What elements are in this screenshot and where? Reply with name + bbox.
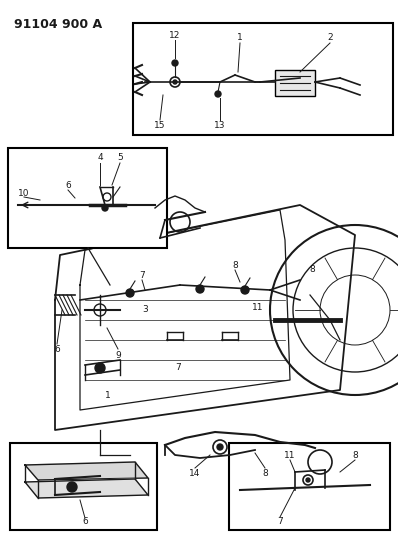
- Text: 7: 7: [139, 271, 145, 280]
- Circle shape: [215, 91, 221, 97]
- Circle shape: [95, 363, 105, 373]
- Text: 6: 6: [65, 182, 71, 190]
- Circle shape: [173, 80, 177, 84]
- Bar: [133, 23, 393, 135]
- Text: 7: 7: [277, 518, 283, 527]
- Circle shape: [196, 285, 204, 293]
- Bar: [275, 70, 315, 96]
- Text: 14: 14: [189, 469, 201, 478]
- Text: 1: 1: [237, 34, 243, 43]
- Text: 8: 8: [262, 469, 268, 478]
- Text: 15: 15: [154, 120, 166, 130]
- Text: 2: 2: [327, 34, 333, 43]
- Circle shape: [217, 444, 223, 450]
- Bar: [10, 443, 157, 530]
- Bar: [229, 443, 390, 530]
- Text: 7: 7: [175, 362, 181, 372]
- Polygon shape: [25, 462, 148, 480]
- Polygon shape: [25, 479, 148, 498]
- Text: 6: 6: [82, 518, 88, 527]
- Text: 91104 900 A: 91104 900 A: [14, 18, 102, 31]
- Text: 13: 13: [214, 120, 226, 130]
- Circle shape: [172, 60, 178, 66]
- Text: 1: 1: [105, 391, 111, 400]
- Text: 12: 12: [169, 30, 181, 39]
- Text: 5: 5: [117, 154, 123, 163]
- Text: 8: 8: [232, 261, 238, 270]
- Text: 3: 3: [142, 305, 148, 314]
- Text: 4: 4: [97, 154, 103, 163]
- Text: 9: 9: [115, 351, 121, 359]
- Text: 10: 10: [18, 190, 30, 198]
- Circle shape: [241, 286, 249, 294]
- Text: 6: 6: [54, 345, 60, 354]
- Text: 11: 11: [284, 450, 296, 459]
- Circle shape: [306, 478, 310, 482]
- Text: 8: 8: [352, 450, 358, 459]
- Circle shape: [126, 289, 134, 297]
- Circle shape: [67, 482, 77, 492]
- Text: 8: 8: [309, 265, 315, 274]
- Bar: [8, 148, 167, 248]
- Circle shape: [102, 205, 108, 211]
- Text: 11: 11: [252, 303, 264, 312]
